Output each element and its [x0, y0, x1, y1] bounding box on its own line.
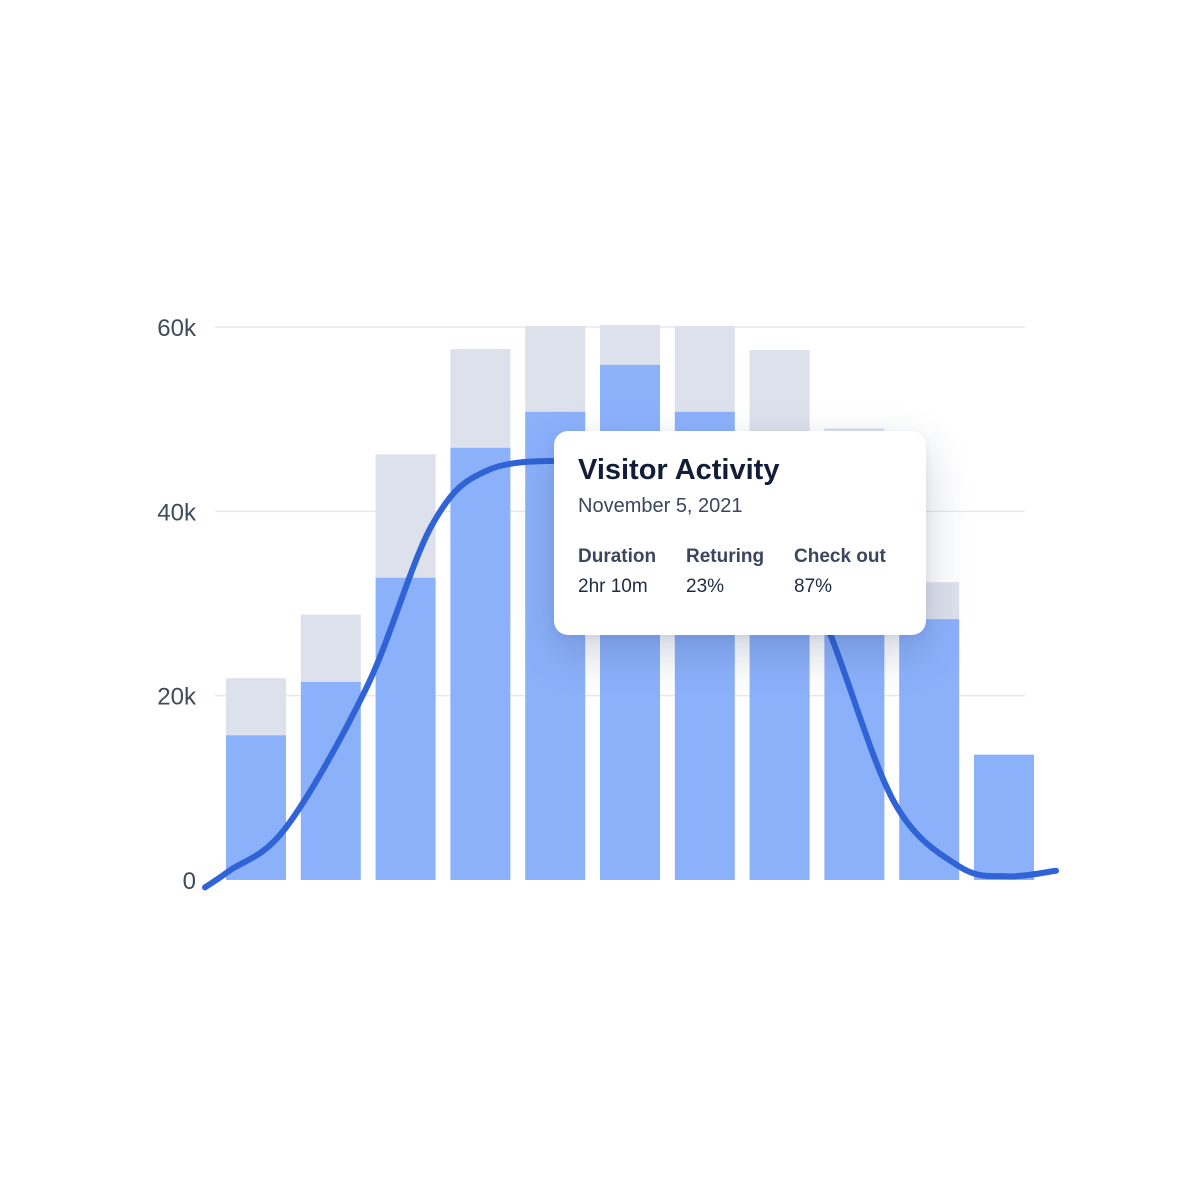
bar-segment-primary [450, 447, 511, 880]
y-tick-label: 60k [157, 315, 197, 342]
stat-value: 23% [686, 576, 725, 597]
bar-segment-primary [974, 754, 1034, 880]
tooltip-stats: Duration 2hr 10m Returing 23% Check out … [578, 545, 902, 599]
bar-segment-secondary [226, 678, 286, 736]
y-tick-label: 20k [157, 684, 197, 711]
bar-segment-secondary [300, 614, 361, 682]
bar-segment-primary [375, 577, 436, 880]
visitor-activity-tooltip: Visitor Activity November 5, 2021 Durati… [554, 431, 926, 635]
y-axis-ticks: 0 20k 40k 60k [157, 315, 197, 895]
y-tick-label: 40k [157, 499, 197, 526]
bar-segment-secondary [375, 454, 436, 578]
tooltip-date: November 5, 2021 [578, 495, 743, 517]
stat-label: Returing [686, 546, 765, 567]
bar-segment-secondary [525, 326, 586, 412]
bar-segment-secondary [600, 325, 660, 365]
stat-label: Duration [578, 546, 657, 567]
y-tick-label: 0 [183, 868, 196, 895]
bar-segment-secondary [450, 349, 511, 448]
stat-value: 87% [794, 576, 833, 597]
bar-segment-primary [899, 619, 960, 880]
stat-duration: Duration 2hr 10m [578, 545, 686, 599]
stat-returning: Returing 23% [686, 545, 794, 599]
tooltip-title: Visitor Activity [578, 454, 780, 486]
stat-label: Check out [794, 546, 886, 567]
bar-segment-secondary [674, 326, 735, 412]
stat-check-out: Check out 87% [794, 545, 902, 599]
stat-value: 2hr 10m [578, 576, 648, 597]
